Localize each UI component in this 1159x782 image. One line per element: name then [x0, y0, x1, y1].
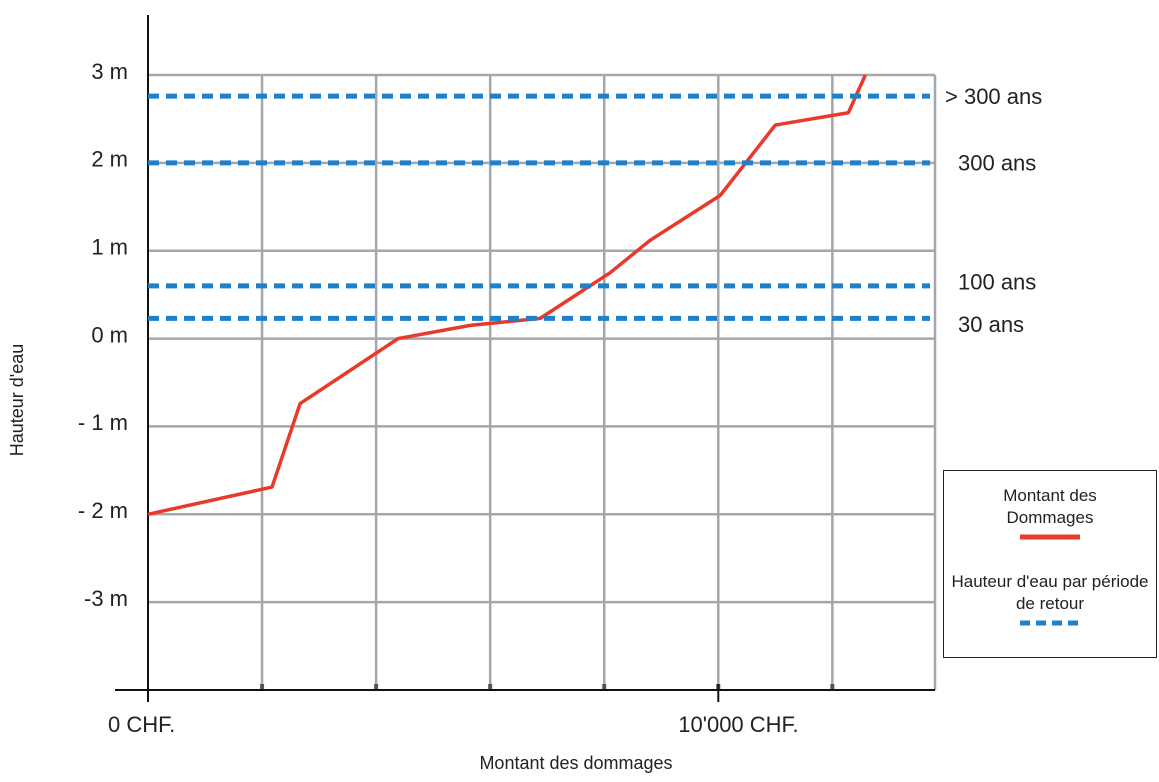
y-tick-label: -3 m	[84, 586, 128, 611]
reference-label: 100 ans	[958, 270, 1036, 295]
y-tick-label: 0 m	[91, 322, 128, 347]
reference-label: > 300 ans	[945, 84, 1042, 109]
y-tick-label: - 1 m	[78, 410, 128, 435]
legend-label: Montant des Dommages	[1003, 486, 1097, 527]
y-tick-label: 2 m	[91, 147, 128, 172]
y-axis-label: Hauteur d'eau	[7, 344, 27, 457]
reference-label: 300 ans	[958, 151, 1036, 176]
reference-label: 30 ans	[958, 312, 1024, 337]
legend-label: Hauteur d'eau par période de retour	[951, 572, 1149, 613]
x-tick-label: 10'000 CHF.	[678, 712, 798, 737]
legend-entry: Hauteur d'eau par période de retour	[944, 571, 1156, 627]
y-tick-label: 1 m	[91, 235, 128, 260]
x-tick-label: 0 CHF.	[108, 712, 175, 737]
legend-swatch	[1020, 534, 1080, 540]
y-tick-label: 3 m	[91, 59, 128, 84]
x-axis-label: Montant des dommages	[479, 753, 672, 773]
legend-entry: Montant des Dommages	[944, 485, 1156, 541]
data-line	[147, 74, 867, 516]
legend: Montant des Dommages Hauteur d'eau par p…	[943, 470, 1157, 658]
legend-swatch	[1020, 620, 1080, 626]
y-tick-label: - 2 m	[78, 498, 128, 523]
